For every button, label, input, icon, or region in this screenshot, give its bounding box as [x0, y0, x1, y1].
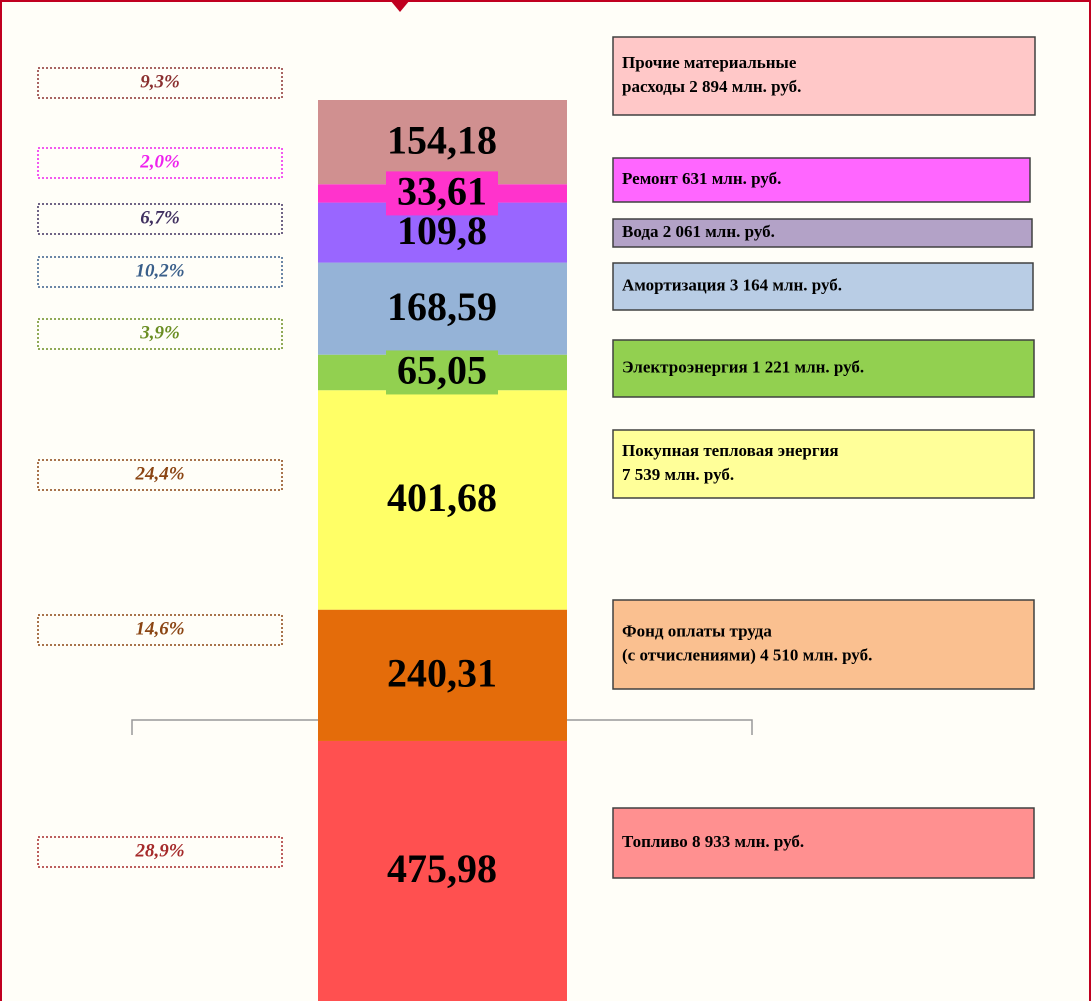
legend-box — [612, 807, 1035, 879]
legend-label: Прочие материальные — [622, 53, 797, 72]
share-box — [37, 459, 283, 491]
share-label: 6,7% — [140, 207, 180, 228]
legend-box — [612, 599, 1035, 690]
legend-label: Покупная тепловая энергия — [622, 441, 839, 460]
legend-box — [612, 218, 1033, 248]
legend-label: расходы 2 894 млн. руб. — [622, 77, 801, 96]
value-label: 168,59 — [387, 284, 497, 329]
share-box — [37, 203, 283, 235]
legend-label: Фонд оплаты труда — [622, 621, 772, 640]
share-label: 14,6% — [135, 618, 184, 639]
share-label: 24,4% — [134, 463, 184, 484]
legend-label: Вода 2 061 млн. руб. — [622, 222, 775, 241]
share-box — [37, 147, 283, 179]
legend-label: Амортизация 3 164 млн. руб. — [622, 275, 842, 294]
bar-segment — [318, 609, 567, 741]
value-label-bg — [386, 350, 498, 395]
legend-box — [612, 429, 1035, 499]
value-label: 240,31 — [387, 650, 497, 695]
legend-box — [612, 157, 1031, 203]
share-label: 10,2% — [135, 260, 184, 281]
share-label: 28,9% — [134, 840, 184, 861]
legend-box — [612, 339, 1035, 398]
share-box — [37, 318, 283, 350]
share-box — [37, 836, 283, 868]
legend-label: Электроэнергия 1 221 млн. руб. — [622, 357, 864, 376]
share-label: 9,3% — [140, 71, 180, 92]
legend-label: (с отчислениями) 4 510 млн. руб. — [622, 645, 872, 664]
share-label: 3,9% — [139, 322, 180, 343]
legend-label: 7 539 млн. руб. — [622, 465, 734, 484]
value-label-bg — [386, 171, 498, 216]
value-label: 475,98 — [387, 846, 497, 891]
legend-box — [612, 36, 1036, 116]
frame-marker — [390, 0, 410, 12]
bar-segment — [318, 740, 567, 1001]
value-label: 33,61 — [397, 169, 487, 214]
bar-segment — [318, 390, 567, 610]
value-label: 65,05 — [397, 348, 487, 393]
share-label: 2,0% — [139, 151, 180, 172]
value-label: 154,18 — [387, 117, 497, 162]
bar-segment — [318, 262, 567, 355]
share-box — [37, 614, 283, 646]
bar-segment — [318, 100, 567, 185]
legend-label: Топливо 8 933 млн. руб. — [622, 832, 804, 851]
share-box — [37, 67, 283, 99]
legend-label: Ремонт 631 млн. руб. — [622, 169, 781, 188]
value-label: 401,68 — [387, 475, 497, 520]
share-box — [37, 256, 283, 288]
legend-box — [612, 262, 1034, 311]
